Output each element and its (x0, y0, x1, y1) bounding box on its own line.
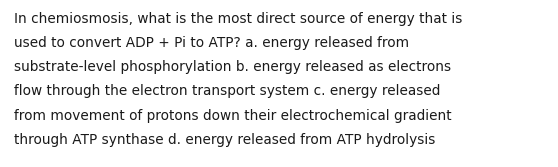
Text: used to convert ADP + Pi to ATP? a. energy released from: used to convert ADP + Pi to ATP? a. ener… (14, 36, 409, 50)
Text: In chemiosmosis, what is the most direct source of energy that is: In chemiosmosis, what is the most direct… (14, 12, 463, 26)
Text: substrate-level phosphorylation b. energy released as electrons: substrate-level phosphorylation b. energ… (14, 60, 451, 74)
Text: from movement of protons down their electrochemical gradient: from movement of protons down their elec… (14, 109, 451, 123)
Text: flow through the electron transport system c. energy released: flow through the electron transport syst… (14, 84, 440, 98)
Text: through ATP synthase d. energy released from ATP hydrolysis: through ATP synthase d. energy released … (14, 133, 435, 147)
